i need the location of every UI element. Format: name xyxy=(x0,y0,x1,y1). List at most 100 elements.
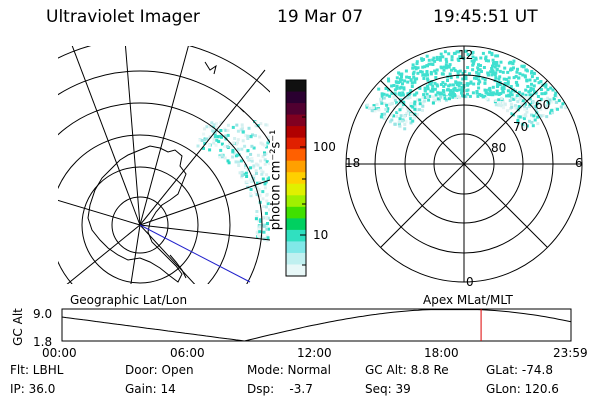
aurora-pixel xyxy=(406,80,410,84)
aurora-pixel xyxy=(551,111,554,115)
aurora-pixel xyxy=(249,134,253,138)
aurora-pixel xyxy=(471,55,475,59)
aurora-pixel xyxy=(388,94,392,98)
aurora-pixel xyxy=(202,146,205,150)
aurora-pixel xyxy=(531,87,535,91)
aurora-pixel xyxy=(442,65,446,69)
aurora-pixel xyxy=(366,103,370,107)
aurora-pixel xyxy=(254,217,258,221)
aurora-pixel xyxy=(248,178,252,182)
aurora-pixel xyxy=(549,86,553,90)
aurora-pixel xyxy=(196,144,200,148)
aurora-pixel xyxy=(219,121,223,125)
aurora-pixel xyxy=(494,99,498,102)
geo-lat-circle xyxy=(58,134,231,284)
aurora-pixel xyxy=(423,86,427,90)
aurora-pixel xyxy=(435,83,439,87)
altitude-axis-title: GC Alt xyxy=(11,308,25,346)
aurora-pixel xyxy=(544,85,548,89)
aurora-pixel xyxy=(421,108,424,112)
aurora-pixel xyxy=(218,155,222,159)
aurora-pixel xyxy=(551,88,555,92)
aurora-pixel xyxy=(425,54,429,58)
aurora-pixel xyxy=(399,93,403,97)
aurora-pixel xyxy=(260,172,264,176)
status-gain: Gain: 14 xyxy=(125,382,176,396)
aurora-pixel xyxy=(435,57,439,61)
aurora-pixel xyxy=(477,68,480,72)
aurora-pixel xyxy=(258,135,262,139)
colorbar-segment xyxy=(286,218,306,231)
aurora-pixel xyxy=(517,105,521,109)
aurora-pixel xyxy=(388,120,392,124)
aurora-pixel xyxy=(418,98,422,102)
aurora-pixel xyxy=(429,89,433,93)
aurora-pixel xyxy=(407,76,411,79)
aurora-pixel xyxy=(458,88,461,92)
colorbar-tick-100: 100 xyxy=(313,140,336,154)
aurora-pixel xyxy=(202,132,206,136)
aurora-pixel xyxy=(210,121,214,125)
aurora-pixel xyxy=(205,137,209,141)
aurora-pixel xyxy=(532,72,536,76)
aurora-pixel xyxy=(240,170,244,174)
aurora-pixel xyxy=(524,124,528,127)
aurora-pixel xyxy=(533,118,537,122)
aurora-pixel xyxy=(550,108,554,112)
aurora-pixel xyxy=(390,118,394,122)
aurora-pixel xyxy=(518,72,522,76)
aurora-pixel xyxy=(387,77,390,81)
aurora-pixel xyxy=(450,68,453,72)
aurora-pixel xyxy=(539,107,543,111)
aurora-pixel xyxy=(469,80,473,84)
aurora-pixel xyxy=(266,177,270,181)
aurora-pixel xyxy=(379,97,382,101)
colorbar-segment xyxy=(286,80,306,93)
aurora-pixel xyxy=(406,96,410,100)
aurora-pixel xyxy=(522,114,525,118)
aurora-pixel xyxy=(477,63,480,67)
aurora-pixel xyxy=(523,102,527,106)
aurora-pixel xyxy=(401,93,405,97)
aurora-pixel xyxy=(404,69,408,73)
aurora-pixel xyxy=(542,98,546,102)
aurora-pixel xyxy=(249,192,252,196)
aurora-pixel xyxy=(448,93,451,97)
aurora-pixel xyxy=(203,127,206,131)
aurora-pixel xyxy=(259,218,262,222)
aurora-pixel xyxy=(528,78,532,82)
aurora-pixel xyxy=(466,92,469,96)
aurora-pixel xyxy=(496,82,500,86)
aurora-pixel xyxy=(234,160,238,164)
aurora-pixel xyxy=(463,70,467,73)
aurora-pixel xyxy=(514,74,518,78)
aurora-pixel xyxy=(382,96,386,100)
aurora-pixel xyxy=(456,70,460,74)
aurora-pixel xyxy=(203,142,207,145)
aurora-pixel xyxy=(526,85,530,88)
aurora-pixel xyxy=(403,123,407,126)
aurora-pixel xyxy=(379,115,383,119)
aurora-pixel xyxy=(521,92,525,96)
aurora-pixel xyxy=(236,141,239,145)
aurora-pixel xyxy=(459,81,463,85)
aurora-pixel xyxy=(536,95,540,98)
aurora-pixel xyxy=(410,81,414,85)
aurora-pixel xyxy=(420,57,424,61)
aurora-pixel xyxy=(540,92,544,96)
aurora-pixel xyxy=(527,104,531,108)
aurora-pixel xyxy=(453,51,457,55)
mlt-label-0: 0 xyxy=(466,275,474,289)
aurora-pixel xyxy=(525,106,528,110)
aurora-pixel xyxy=(393,88,397,92)
status-glon: GLon: 120.6 xyxy=(486,382,559,396)
aurora-pixel xyxy=(398,108,402,112)
aurora-pixel xyxy=(447,52,451,56)
aurora-pixel xyxy=(434,93,438,97)
aurora-pixel xyxy=(249,187,253,191)
aurora-pixel xyxy=(502,87,506,91)
aurora-pixel xyxy=(227,161,231,165)
aurora-pixel xyxy=(499,92,503,95)
aurora-pixel xyxy=(416,113,419,117)
aurora-pixel xyxy=(496,54,500,58)
